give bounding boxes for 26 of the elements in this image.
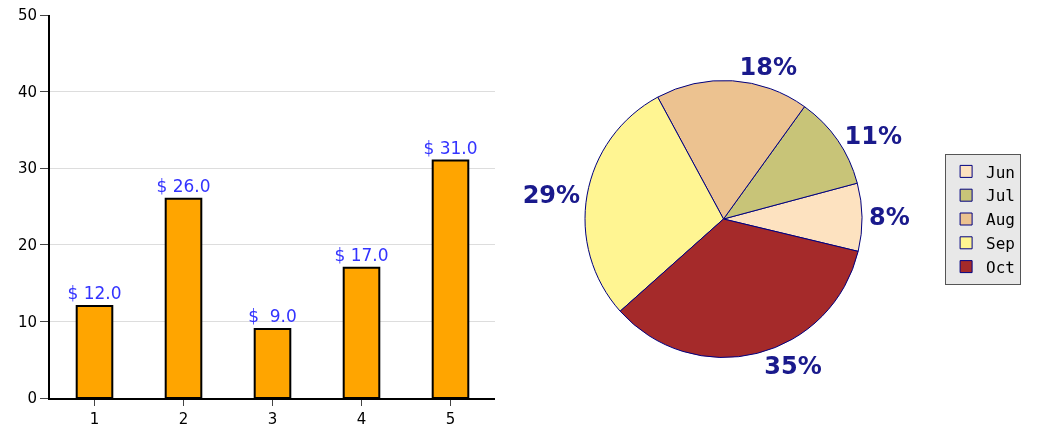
- y-tick-label: 30: [17, 159, 37, 178]
- x-tick-label: 2: [178, 410, 189, 428]
- data-label: $ 26.0: [156, 175, 211, 196]
- data-label: 29%: [522, 180, 581, 209]
- data-label: $ 9.0: [248, 306, 297, 327]
- data-label: 11%: [844, 121, 902, 150]
- y-tick-label: 50: [17, 6, 37, 25]
- legend-label: Jul: [986, 186, 1016, 206]
- y-tick-label: 40: [17, 82, 37, 101]
- x-tick-label: 5: [445, 410, 456, 428]
- x-tick-label: 3: [267, 410, 278, 428]
- data-label: $ 12.0: [67, 283, 122, 304]
- x-tick-label: 1: [89, 410, 100, 428]
- y-tick-label: 0: [27, 389, 37, 408]
- legend-label: Aug: [986, 210, 1016, 230]
- legend-label: Sep: [986, 234, 1016, 254]
- legend-label: Oct: [986, 257, 1016, 277]
- y-tick-label: 20: [17, 236, 37, 255]
- data-label: 35%: [764, 352, 822, 381]
- data-label: 18%: [739, 52, 797, 81]
- data-label: $ 31.0: [423, 137, 478, 158]
- legend-label: Jun: [986, 162, 1016, 182]
- data-label: 8%: [868, 203, 910, 232]
- data-label: $ 17.0: [334, 244, 389, 265]
- y-tick-label: 10: [17, 312, 37, 331]
- x-tick-label: 4: [356, 410, 367, 428]
